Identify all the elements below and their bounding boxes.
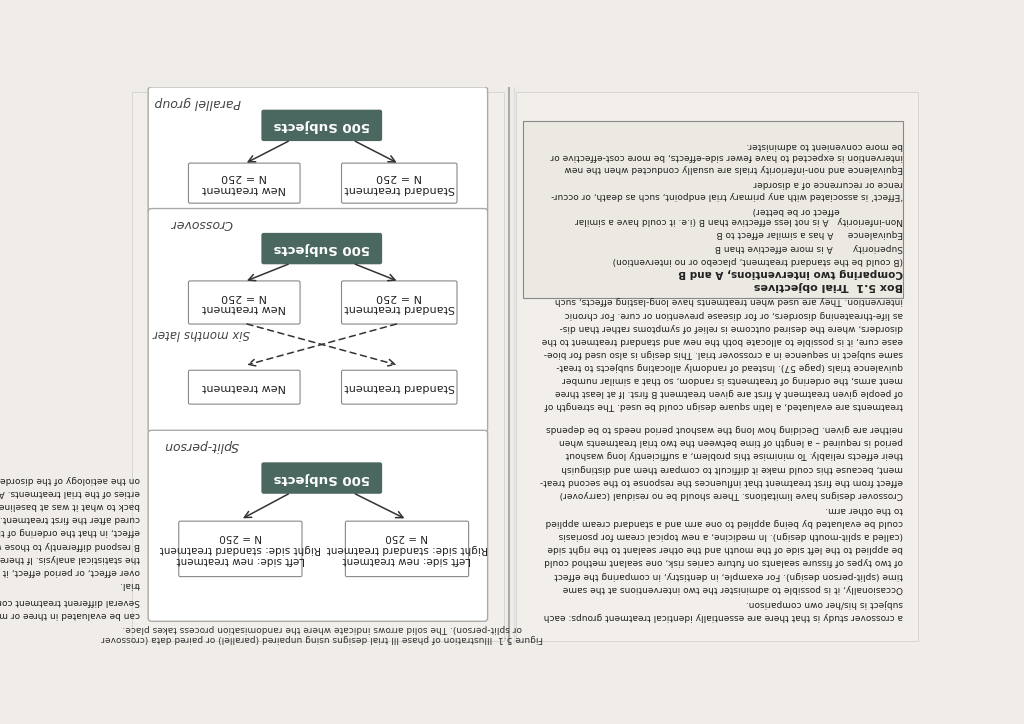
Text: neither are given. Deciding how long the washout period needs to be depends: neither are given. Deciding how long the…	[546, 424, 903, 433]
FancyBboxPatch shape	[345, 521, 469, 576]
FancyBboxPatch shape	[342, 281, 457, 324]
Text: Parallel group: Parallel group	[155, 96, 241, 109]
Text: Left side: new treatment
Right side: standard treatment
N = 250: Left side: new treatment Right side: sta…	[327, 532, 487, 565]
FancyBboxPatch shape	[342, 370, 457, 404]
Text: over effect, or period effect, it may be preferable to use a standard two-arm: over effect, or period effect, it may be…	[0, 567, 139, 576]
Text: Equivalence and non-inferiority trials are usually conducted when the new: Equivalence and non-inferiority trials a…	[564, 164, 903, 173]
Text: can be evaluated in three or more arms (Figure 5.2). A special case of a: can be evaluated in three or more arms (…	[0, 610, 139, 619]
Text: a crossover study is that there are essentially identical treatment groups: each: a crossover study is that there are esse…	[544, 612, 903, 621]
FancyBboxPatch shape	[515, 92, 918, 641]
Text: trial.: trial.	[119, 580, 139, 589]
Text: Crossover: Crossover	[170, 217, 232, 230]
FancyBboxPatch shape	[523, 121, 903, 298]
Text: quivalence trials (page 57). Instead of randomly allocating subjects to treat-: quivalence trials (page 57). Instead of …	[556, 362, 903, 371]
Text: Figure 5.1  Illustration of phase III trial designs using unpaired (parallel) or: Figure 5.1 Illustration of phase III tri…	[101, 624, 543, 644]
Text: intervention is expected to have fewer side-effects, be more cost-effective or: intervention is expected to have fewer s…	[551, 153, 903, 161]
Text: subject is his/her own comparison.: subject is his/her own comparison.	[745, 599, 903, 608]
Text: Standard treatment: Standard treatment	[344, 382, 455, 392]
FancyBboxPatch shape	[262, 110, 381, 140]
Text: be applied to the left side of the mouth and the other sealant to the right side: be applied to the left side of the mouth…	[548, 544, 903, 553]
Text: the statistical analysis. If there is uncertainty over the strength of the carry: the statistical analysis. If there is un…	[0, 554, 139, 563]
FancyBboxPatch shape	[179, 521, 302, 576]
Text: New treatment: New treatment	[203, 382, 287, 392]
FancyBboxPatch shape	[132, 92, 504, 641]
Text: their effects reliably. To minimise this problem, a sufficiently long washout: their effects reliably. To minimise this…	[565, 450, 903, 460]
Text: Six months later: Six months later	[154, 327, 250, 340]
Text: effect or be better): effect or be better)	[753, 206, 903, 215]
Text: 500 Subjects: 500 Subjects	[273, 242, 370, 255]
FancyBboxPatch shape	[148, 209, 487, 433]
Text: Comparing two interventions, A and B: Comparing two interventions, A and B	[678, 268, 903, 278]
Text: B respond differently to those who have B then A. This can be allowed for in: B respond differently to those who have …	[0, 541, 139, 550]
Text: as life-threatening disorders, or for disease prevention or cure. For chronic: as life-threatening disorders, or for di…	[564, 310, 903, 319]
Text: of two types of fissure sealants on future caries risk, one sealant method could: of two types of fissure sealants on futu…	[544, 557, 903, 566]
Text: intervention. They are used when treatments have long-lasting effects, such: intervention. They are used when treatme…	[555, 296, 903, 306]
Text: back to what it was at baseline after the washout period, i.e. the subject is no: back to what it was at baseline after th…	[0, 501, 139, 510]
Text: period is required – a length of time between the two trial treatments when: period is required – a length of time be…	[559, 437, 903, 447]
Text: effect from the first treatment that influences the response to the second treat: effect from the first treatment that inf…	[540, 476, 903, 486]
Text: Crossover designs have limitations. There should be no residual (carryover): Crossover designs have limitations. Ther…	[560, 489, 903, 499]
Text: New treatment
N = 250: New treatment N = 250	[203, 172, 287, 194]
Text: Non-inferiority   A is not less effective than B (i.e. it could have a similar: Non-inferiority A is not less effective …	[575, 216, 903, 225]
Text: Standard treatment
N = 250: Standard treatment N = 250	[344, 172, 455, 194]
Text: erties of the trial treatments. Also, the extent of the disorder should reverse: erties of the trial treatments. Also, th…	[0, 488, 139, 497]
Text: on the aetiology of the disorder of interest and the pharmacological prop-: on the aetiology of the disorder of inte…	[0, 475, 139, 484]
Text: 500 Subjects: 500 Subjects	[273, 119, 370, 132]
Text: Left side: new treatment
Right side: standard treatment
N = 250: Left side: new treatment Right side: sta…	[160, 532, 321, 565]
Text: New treatment
N = 250: New treatment N = 250	[203, 292, 287, 313]
Text: Equivalence     A has a similar effect to B: Equivalence A has a similar effect to B	[717, 230, 903, 238]
Text: Several different treatment combinations or several doses of the same drug: Several different treatment combinations…	[0, 597, 139, 606]
Text: cured after the first treatment. In crossover studies, there may also be a perio: cured after the first treatment. In cros…	[0, 514, 139, 523]
Text: could be evaluated by being applied to one arm and a standard cream applied: could be evaluated by being applied to o…	[546, 518, 903, 527]
Text: rence or recurrence of a disorder: rence or recurrence of a disorder	[754, 180, 903, 188]
FancyBboxPatch shape	[262, 234, 381, 264]
FancyBboxPatch shape	[188, 370, 300, 404]
Text: time (split-person design). For example, in dentistry, in comparing the effect: time (split-person design). For example,…	[554, 571, 903, 579]
Text: be more convenient to administer.: be more convenient to administer.	[746, 141, 903, 150]
Text: Superiority       A is more effective than B: Superiority A is more effective than B	[715, 243, 903, 251]
Text: same subject in sequence in a crossover trial. This design is also used for bioe: same subject in sequence in a crossover …	[544, 349, 903, 358]
FancyBboxPatch shape	[262, 463, 381, 493]
Text: 500 Subjects: 500 Subjects	[273, 471, 370, 484]
Text: of people given treatment A first are given treatment B first. If at least three: of people given treatment A first are gi…	[555, 388, 903, 397]
FancyBboxPatch shape	[148, 87, 487, 213]
Text: Occasionally, it is possible to administer the two interventions at the same: Occasionally, it is possible to administ…	[563, 584, 903, 593]
Text: (B could be the standard treatment, placebo or no intervention): (B could be the standard treatment, plac…	[612, 256, 903, 265]
Text: (called a split-mouth design). In medicine, a new topical cream for psoriasis: (called a split-mouth design). In medici…	[559, 531, 903, 540]
Text: Split-person: Split-person	[164, 439, 239, 452]
Text: ‘Effect’ is associated with any primary trial endpoint, such as death, or occur-: ‘Effect’ is associated with any primary …	[551, 191, 903, 200]
Text: ment, because this could make it difficult to compare them and distinguish: ment, because this could make it difficu…	[561, 463, 903, 473]
Text: Box 5.1  Trial objectives: Box 5.1 Trial objectives	[754, 282, 903, 291]
Text: effect, in that the ordering of the treatments matters: people who have A then: effect, in that the ordering of the trea…	[0, 528, 139, 536]
FancyBboxPatch shape	[188, 163, 300, 203]
FancyBboxPatch shape	[188, 281, 300, 324]
FancyBboxPatch shape	[148, 430, 487, 621]
Text: treatments are evaluated, a latin square design could be used. The strength of: treatments are evaluated, a latin square…	[545, 401, 903, 411]
Text: Standard treatment
N = 250: Standard treatment N = 250	[344, 292, 455, 313]
Text: ease cure, it is possible to allocate both the new and standard treatment to the: ease cure, it is possible to allocate bo…	[542, 336, 903, 345]
Text: ment arms, the ordering of treatments is random, so that a similar number: ment arms, the ordering of treatments is…	[562, 375, 903, 384]
FancyBboxPatch shape	[342, 163, 457, 203]
Text: disorders, where the desired outcome is relief of symptoms rather than dis-: disorders, where the desired outcome is …	[559, 323, 903, 332]
Text: to the other arm.: to the other arm.	[825, 505, 903, 514]
